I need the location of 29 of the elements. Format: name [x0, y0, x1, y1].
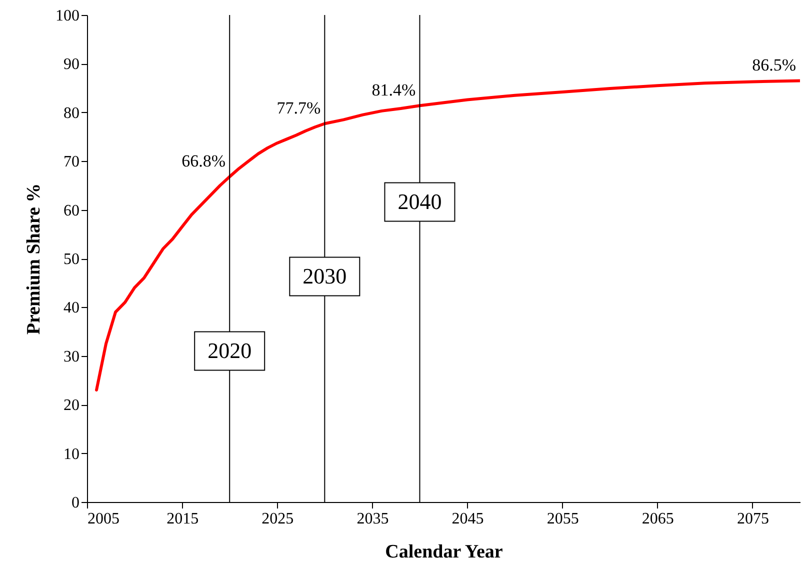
ref-line-label: 2040 — [398, 189, 442, 214]
y-tick-label: 70 — [64, 154, 80, 171]
y-tick-label: 50 — [64, 251, 80, 268]
y-tick-label: 40 — [64, 300, 80, 317]
y-tick-label: 100 — [56, 8, 80, 24]
y-tick-label: 30 — [64, 348, 80, 366]
annotation: 66.8% — [182, 152, 226, 171]
x-tick-label: 2075 — [736, 510, 769, 528]
y-tick-label: 90 — [64, 56, 80, 74]
ref-line-label: 2020 — [208, 338, 252, 364]
x-tick-label: 2035 — [356, 510, 389, 528]
x-tick-label: 2015 — [166, 510, 199, 528]
y-tick-label: 10 — [64, 446, 80, 463]
x-tick-label: 2055 — [546, 510, 579, 528]
annotation: 86.5% — [752, 56, 796, 75]
x-tick-label: 2025 — [262, 510, 294, 528]
line-series — [95, 79, 800, 392]
y-tick-label: 20 — [64, 397, 80, 414]
y-axis-title: Premium Share % — [24, 183, 44, 335]
x-axis-title: Calendar Year — [385, 542, 504, 562]
x-tick-label: 2065 — [642, 510, 674, 528]
annotation: 77.7% — [276, 98, 321, 118]
y-tick-label: 80 — [64, 104, 80, 122]
ref-line-label: 2030 — [302, 264, 347, 289]
y-tick-label: 0 — [72, 494, 80, 512]
annotation: 81.4% — [372, 80, 416, 100]
x-tick-label: 2045 — [452, 510, 484, 528]
y-tick-label: 60 — [64, 202, 80, 220]
x-tick-label: 2005 — [88, 510, 120, 528]
